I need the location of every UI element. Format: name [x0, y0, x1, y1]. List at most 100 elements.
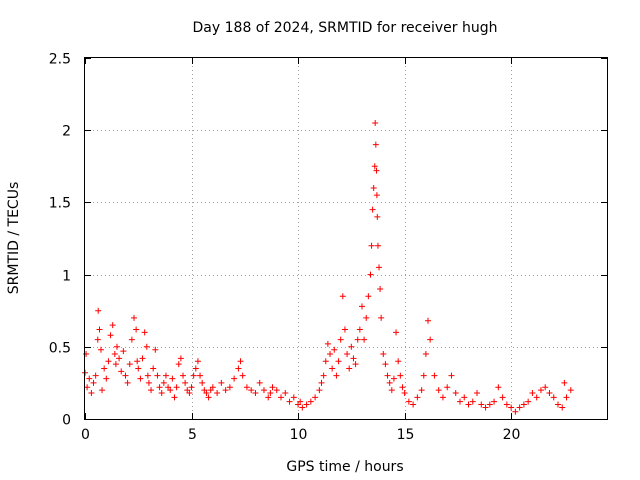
data-point: [382, 361, 389, 368]
data-point: [361, 336, 368, 343]
data-point: [92, 372, 99, 379]
data-point: [374, 242, 381, 249]
data-point: [113, 343, 120, 350]
data-point: [384, 372, 391, 379]
data-point: [327, 351, 334, 358]
data-point: [495, 384, 502, 391]
data-point: [373, 167, 380, 174]
data-point: [197, 372, 204, 379]
data-point: [152, 346, 159, 353]
data-point: [260, 387, 267, 394]
data-point: [139, 355, 146, 362]
data-point: [95, 307, 102, 314]
data-point: [144, 372, 151, 379]
data-point: [363, 314, 370, 321]
data-point: [205, 394, 212, 401]
data-point: [320, 372, 327, 379]
data-point: [533, 394, 540, 401]
data-point: [499, 394, 506, 401]
x-axis-label: GPS time / hours: [286, 459, 403, 475]
data-point: [267, 390, 274, 397]
data-point: [111, 351, 118, 358]
data-point: [252, 390, 259, 397]
y-tick-label: 1.5: [49, 196, 71, 212]
data-point: [122, 372, 129, 379]
data-point: [554, 401, 561, 408]
data-point: [226, 384, 233, 391]
data-point: [222, 387, 229, 394]
grid-lines: [85, 58, 607, 419]
data-point: [337, 336, 344, 343]
data-point: [96, 326, 103, 333]
data-point: [369, 206, 376, 213]
data-point: [431, 372, 438, 379]
data-point: [173, 384, 180, 391]
y-tick-label: 0.5: [49, 341, 71, 357]
data-point: [370, 184, 377, 191]
data-point: [373, 192, 380, 199]
data-point: [352, 361, 359, 368]
data-point: [380, 351, 387, 358]
y-tick-label: 2.5: [49, 52, 71, 68]
data-point: [410, 401, 417, 408]
data-point: [148, 387, 155, 394]
data-point: [550, 394, 557, 401]
data-point: [318, 379, 325, 386]
data-point: [167, 387, 174, 394]
data-point: [529, 390, 536, 397]
x-tick-label: 15: [397, 427, 415, 443]
chart-title: Day 188 of 2024, SRMTID for receiver hug…: [193, 20, 498, 36]
data-point: [103, 375, 110, 382]
data-point: [376, 264, 383, 271]
data-point: [335, 358, 342, 365]
data-point: [88, 390, 95, 397]
data-point: [425, 317, 432, 324]
x-tick-label: 10: [290, 427, 308, 443]
data-point: [156, 384, 163, 391]
data-point: [365, 293, 372, 300]
data-point: [118, 368, 125, 375]
data-point: [90, 379, 97, 386]
data-point: [120, 348, 127, 355]
data-point: [160, 379, 167, 386]
data-point: [105, 358, 112, 365]
plot-frame: [84, 57, 608, 420]
data-point: [182, 379, 189, 386]
data-point: [386, 379, 393, 386]
data-point: [456, 398, 463, 405]
data-point: [377, 286, 384, 293]
data-point: [190, 372, 197, 379]
data-point: [474, 390, 481, 397]
data-point: [414, 394, 421, 401]
data-point: [324, 340, 331, 347]
data-point: [559, 404, 566, 411]
data-point: [399, 384, 406, 391]
data-point: [356, 326, 363, 333]
data-point: [180, 372, 187, 379]
data-point: [218, 379, 225, 386]
data-point: [388, 387, 395, 394]
data-point: [303, 401, 310, 408]
data-point: [482, 404, 489, 411]
data-point: [143, 343, 150, 350]
data-point: [512, 408, 519, 415]
data-point: [461, 394, 468, 401]
data-point: [299, 404, 306, 411]
data-point: [237, 358, 244, 365]
data-point: [346, 365, 353, 372]
data-point: [420, 372, 427, 379]
data-point: [341, 326, 348, 333]
data-point: [561, 379, 568, 386]
data-point: [395, 358, 402, 365]
data-point: [435, 387, 442, 394]
y-axis-label: SRMTID / TECUs: [6, 182, 22, 295]
data-point: [169, 375, 176, 382]
data-point: [116, 355, 123, 362]
data-point: [84, 384, 91, 391]
data-point: [393, 329, 400, 336]
data-point: [444, 384, 451, 391]
data-point: [145, 379, 152, 386]
data-point: [567, 387, 574, 394]
data-points: [82, 119, 574, 415]
